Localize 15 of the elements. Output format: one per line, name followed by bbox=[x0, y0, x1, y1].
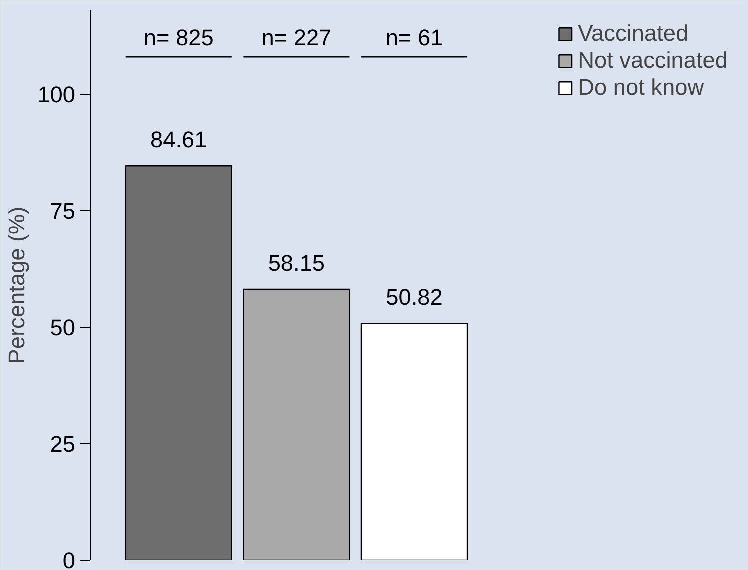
legend-label: Vaccinated bbox=[578, 20, 689, 47]
data-label: 50.82 bbox=[386, 284, 443, 310]
annotation: n= 825 bbox=[144, 24, 214, 50]
y-tick-label: 50 bbox=[50, 314, 76, 340]
annotation: n= 61 bbox=[386, 24, 444, 50]
y-tick-label: 75 bbox=[50, 198, 76, 224]
y-tick-label: 0 bbox=[62, 548, 76, 570]
data-label: 58.15 bbox=[268, 250, 326, 276]
annotation: n= 227 bbox=[262, 24, 332, 50]
y-tick-label: 25 bbox=[50, 430, 76, 457]
legend-label: Do not know bbox=[578, 74, 704, 101]
y-tick-label: 100 bbox=[38, 81, 76, 108]
legend-label: Not vaccinated bbox=[578, 47, 728, 74]
data-label: 84.61 bbox=[150, 126, 208, 152]
y-axis-title: Percentage (%) bbox=[4, 206, 30, 364]
